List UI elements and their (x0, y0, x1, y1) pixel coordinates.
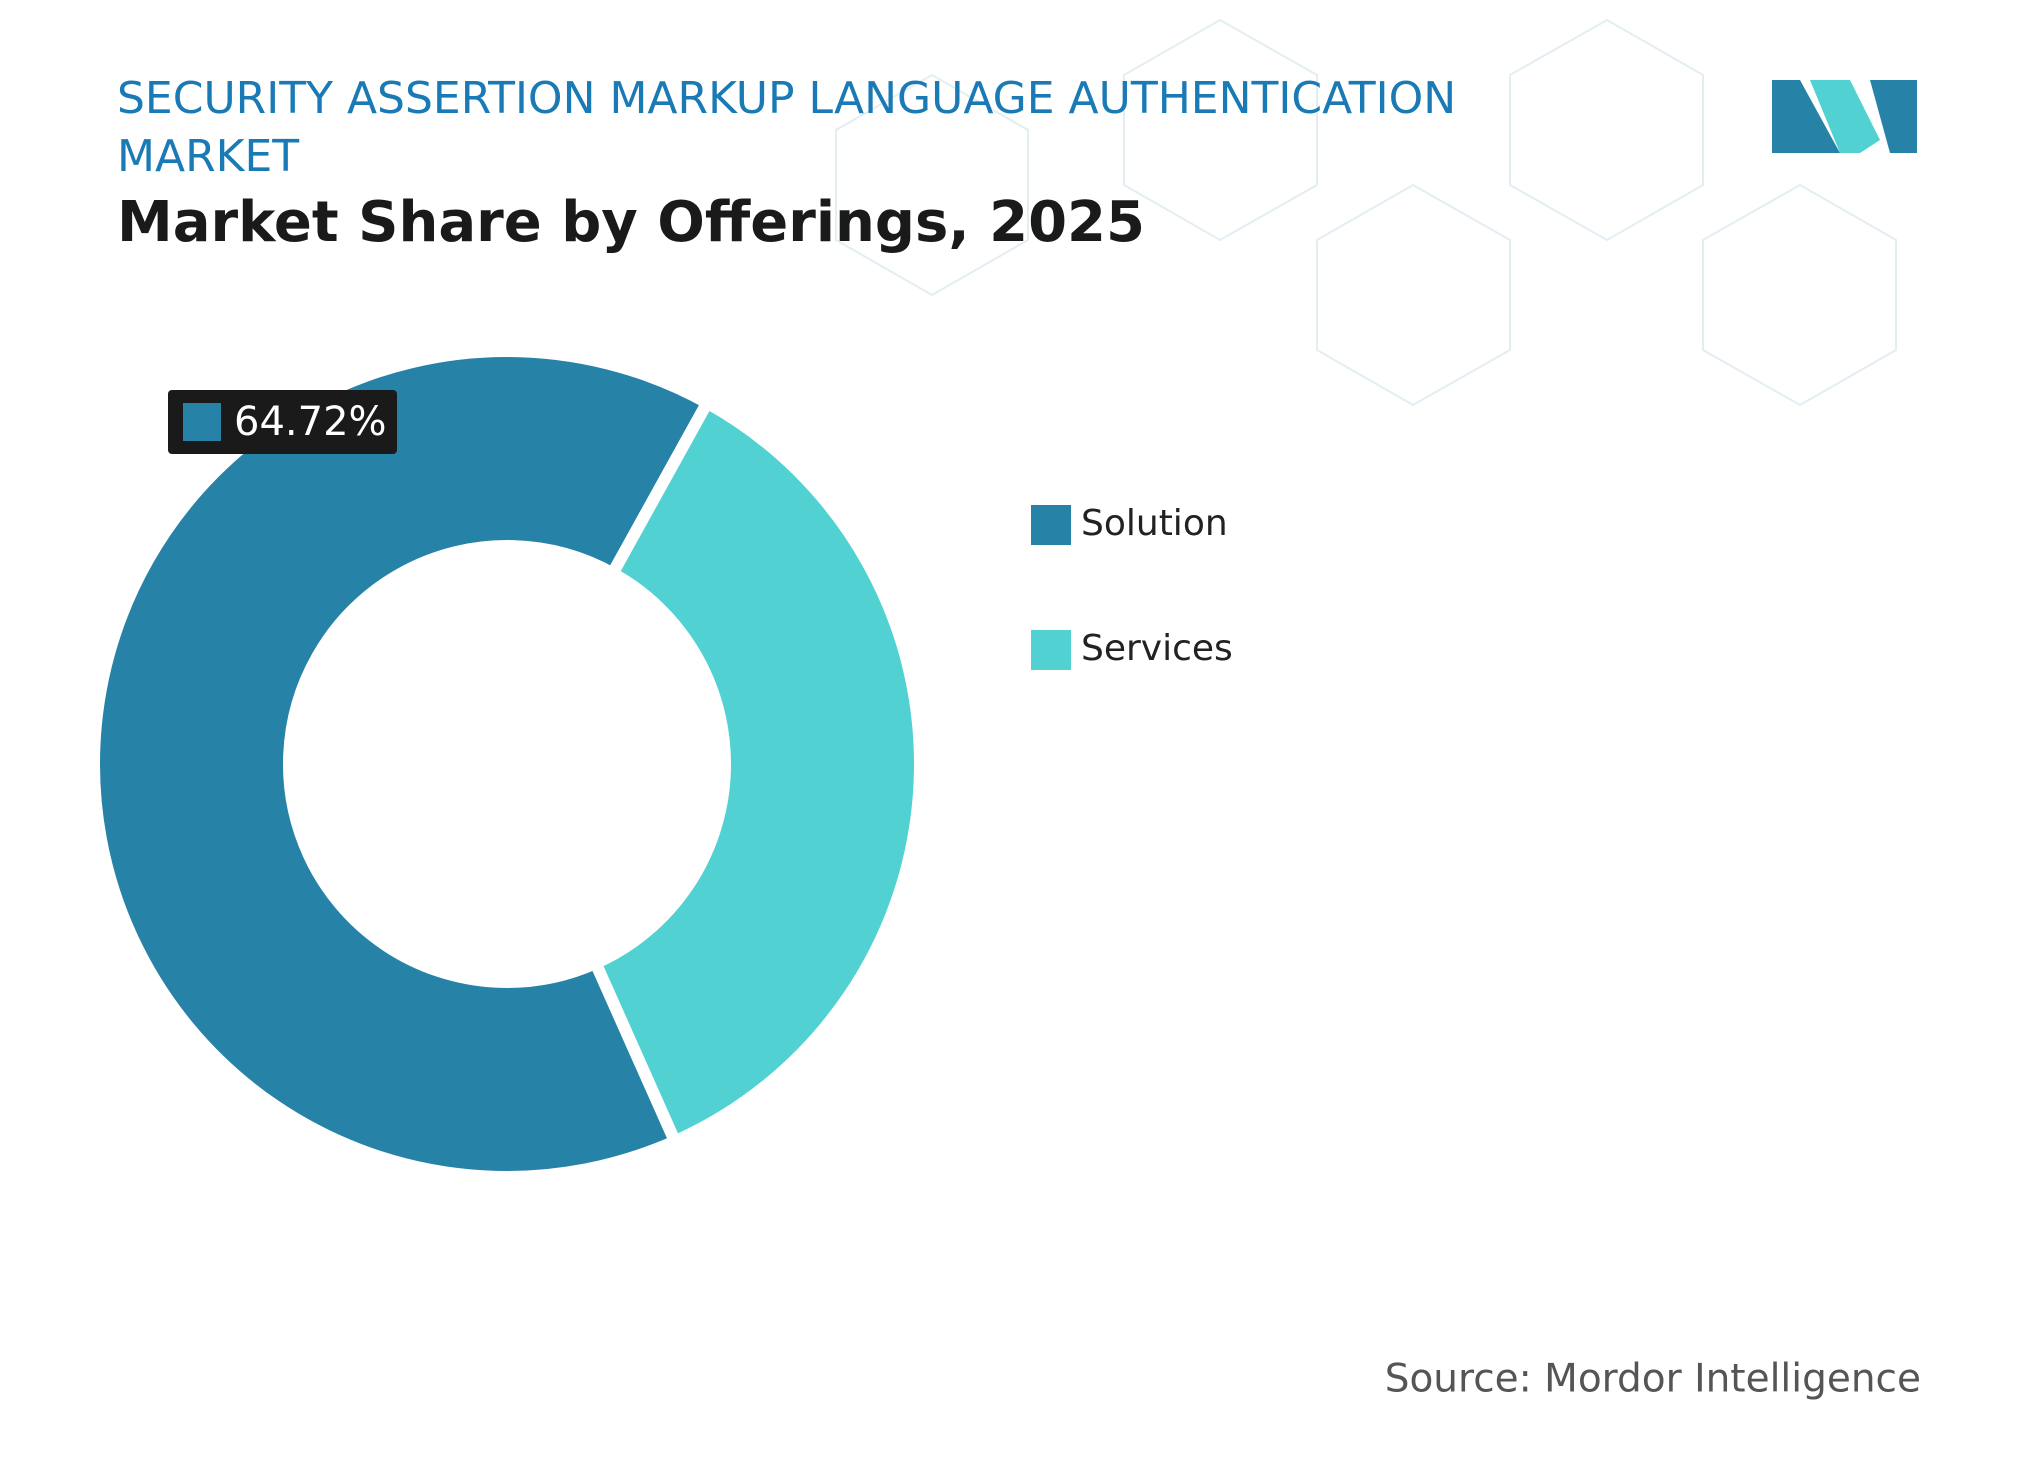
legend-swatch (1031, 505, 1071, 545)
hexagon (835, 73, 1029, 297)
hexagon (1316, 183, 1511, 407)
logo-shape (1810, 80, 1880, 153)
legend-label: Services (1081, 628, 1233, 669)
donut-segment (87, 345, 716, 1183)
legend-swatch (1031, 630, 1071, 670)
label-swatch (183, 403, 221, 441)
chart-title: SECURITY ASSERTION MARKUP LANGUAGE AUTHE… (117, 73, 1456, 182)
hexagon (1702, 183, 1897, 407)
logo-shape (1772, 80, 1840, 153)
data-label: 64.72% (234, 399, 387, 445)
hexagon (1509, 18, 1704, 242)
donut-segment (587, 394, 926, 1150)
logo-shape (1870, 80, 1917, 153)
hexagon (1123, 18, 1318, 242)
background-pattern (835, 18, 1897, 407)
source: Source: Mordor Intelligence (1385, 1357, 1921, 1402)
legend-label: Solution (1081, 503, 1228, 544)
chart-subtitle: Market Share by Offerings, 2025 (117, 190, 1145, 255)
logo (1772, 80, 1917, 153)
label-box (168, 390, 397, 454)
